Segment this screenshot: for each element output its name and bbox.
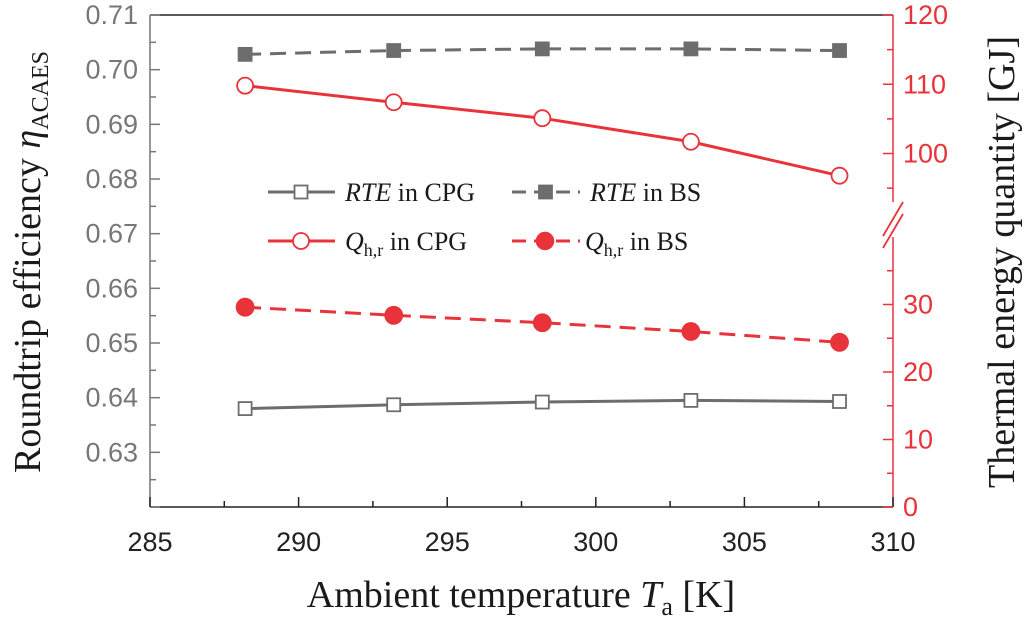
series-1-point	[832, 43, 847, 58]
axis-break-mark-2	[882, 213, 904, 249]
series-2-point	[384, 93, 403, 112]
y-left-axis-title-main: Roundtrip efficiency	[7, 149, 49, 473]
legend-text-rte-cpg: in CPG	[391, 178, 475, 207]
series-1-point	[683, 41, 699, 57]
legend-sub-q-bs: h,r	[604, 240, 624, 260]
y-left-tick-label: 0.69	[85, 109, 138, 139]
legend-marker-q-cpg	[292, 232, 310, 250]
y-left-tick-label: 0.68	[85, 164, 138, 194]
legend-marker-rte-cpg	[293, 184, 309, 200]
x-ticks: 285 290 295 300 305 310	[127, 497, 916, 557]
legend-text-q-bs: in BS	[623, 227, 688, 256]
series-3-point	[384, 305, 404, 325]
x-tick-label: 310	[870, 527, 915, 557]
x-axis-title-sub: a	[661, 592, 673, 621]
legend-label-q-cpg: Qh,r in CPG	[345, 227, 467, 260]
series-0-point	[237, 401, 253, 417]
y-left-ticks: 0.63 0.64 0.65 0.66 0.67 0.68 0.69 0.70 0.71	[85, 0, 160, 508]
series-2-point	[830, 166, 849, 185]
x-tick-label: 290	[276, 527, 321, 557]
y-left-tick-label: 0.71	[85, 0, 138, 30]
series-3-point	[235, 297, 255, 317]
y-left-tick-label: 0.67	[85, 219, 138, 249]
y-right-tick-label: 120	[903, 0, 948, 30]
legend-marker-rte-bs	[538, 184, 553, 200]
x-tick-label: 285	[127, 527, 172, 557]
x-axis-title-symbol: T	[640, 574, 664, 616]
y-left-axis-title-sub: ACAES	[28, 51, 54, 130]
legend-entry-rte-cpg: RTE in CPG	[268, 178, 475, 207]
legend-text-q-cpg: in CPG	[383, 227, 467, 256]
legend-sym-rte-bs: RTE	[589, 178, 636, 207]
x-axis-title-unit: [K]	[673, 574, 735, 616]
y-right-tick-label: 30	[903, 290, 933, 320]
legend-sym-rte-cpg: RTE	[344, 178, 391, 207]
x-tick-label: 305	[722, 527, 767, 557]
series-2-line	[244, 84, 840, 178]
y-left-tick-label: 0.63	[85, 437, 138, 467]
y-left-tick-label: 0.64	[85, 383, 138, 413]
series-3-point	[681, 322, 701, 341]
series-2-point	[682, 132, 700, 151]
y-left-axis-title-symbol: η	[7, 130, 49, 149]
y-right-tick-label: 0	[903, 492, 918, 522]
legend-label-rte-bs: RTE in BS	[589, 178, 701, 207]
legend-marker-q-bs	[535, 231, 555, 251]
series-3-point	[830, 332, 849, 352]
y-right-axis-title: Thermal energy quantity [GJ]	[981, 36, 1023, 488]
series-1-point	[386, 43, 402, 58]
series-0-point	[683, 392, 699, 408]
legend-sub-q-cpg: h,r	[364, 240, 384, 260]
series-2-point	[236, 76, 255, 95]
series-0-point	[832, 394, 847, 409]
legend-entry-rte-bs: RTE in BS	[512, 178, 701, 207]
x-tick-label: 295	[425, 527, 470, 557]
y-right-tick-label: 20	[903, 357, 933, 387]
legend-entry-q-bs: Qh,r in BS	[512, 227, 688, 260]
y-right-ticks: 0 10 20 30 100 110 120	[883, 0, 948, 522]
legend: RTE in CPG RTE in BS Qh,r in CPG Qh,r in…	[268, 178, 701, 260]
y-right-tick-label: 10	[903, 425, 933, 455]
legend-sym-q-cpg: Q	[345, 227, 364, 256]
legend-label-q-bs: Qh,r in BS	[585, 227, 688, 260]
series-group	[235, 41, 849, 417]
legend-text-rte-bs: in BS	[636, 178, 701, 207]
x-tick-label: 300	[573, 527, 618, 557]
series-1-point	[534, 41, 550, 57]
x-axis-title-main: Ambient temperature	[307, 574, 640, 616]
y-left-tick-label: 0.65	[85, 328, 138, 358]
legend-label-rte-cpg: RTE in CPG	[344, 178, 475, 207]
series-2-point	[533, 109, 552, 128]
y-left-tick-label: 0.66	[85, 273, 138, 303]
y-left-axis-title: Roundtrip efficiency ηACAES	[7, 51, 54, 473]
series-0-point	[534, 394, 550, 410]
x-axis-title: Ambient temperature Ta [K]	[307, 574, 735, 621]
y-left-tick-label: 0.70	[85, 55, 138, 85]
legend-sym-q-bs: Q	[585, 227, 604, 256]
series-3-point	[532, 313, 552, 333]
series-1-point	[237, 46, 253, 62]
y-right-tick-label: 100	[903, 139, 948, 169]
series-0-point	[386, 397, 402, 413]
axis-break-mark-1	[882, 201, 904, 237]
legend-entry-q-cpg: Qh,r in CPG	[268, 227, 467, 260]
y-right-tick-label: 110	[903, 69, 946, 99]
